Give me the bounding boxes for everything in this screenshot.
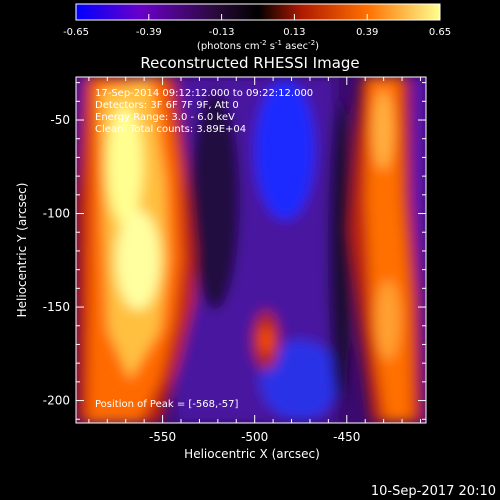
colorbar-tick-label: -0.39 xyxy=(136,27,162,38)
colorbar xyxy=(75,3,441,21)
chart-title: Reconstructed RHESSI Image xyxy=(140,54,359,72)
x-tick-label: -500 xyxy=(241,430,268,444)
annotation-peak-position: Position of Peak = [-568,-57] xyxy=(95,399,239,410)
colorbar-ticks: -0.65 -0.39 -0.13 0.13 0.39 0.65 xyxy=(63,14,451,38)
colorbar-tick-label: -0.13 xyxy=(209,27,235,38)
date-stamp: 10-Sep-2017 20:10 xyxy=(371,484,496,499)
colorbar-tick-label: 0.13 xyxy=(283,27,305,38)
y-tick-label: -150 xyxy=(43,300,70,314)
y-tick-label: -200 xyxy=(43,394,70,408)
colorbar-tick-label: -0.65 xyxy=(63,27,89,38)
y-tick-label: -100 xyxy=(43,207,70,221)
annotation-detectors: Detectors: 3F 6F 7F 9F, Att 0 xyxy=(95,100,239,111)
x-tick-label: -450 xyxy=(333,430,360,444)
x-tick-label: -550 xyxy=(149,430,176,444)
annotation-time-range: 17-Sep-2014 09:12:12.000 to 09:22:12.000 xyxy=(95,88,313,99)
y-tick-label: -50 xyxy=(50,113,70,127)
heatmap-image xyxy=(76,77,426,423)
y-axis-label: Heliocentric Y (arcsec) xyxy=(15,183,29,318)
x-axis-label: Heliocentric X (arcsec) xyxy=(184,447,320,461)
colorbar-tick-label: 0.65 xyxy=(429,27,451,38)
axis-ticks: -550 -500 -450 -50 -100 -150 -200 xyxy=(43,77,426,444)
annotation-energy-range: Energy Range: 3.0 - 6.0 keV xyxy=(95,112,235,123)
annotation-total-counts: Clean: Total counts: 3.89E+04 xyxy=(95,124,246,135)
colorbar-tick-label: 0.39 xyxy=(356,27,378,38)
plot-frame xyxy=(75,76,427,424)
colorbar-unit-label: (photons cm-2 s-1 asec-2) xyxy=(197,39,319,52)
